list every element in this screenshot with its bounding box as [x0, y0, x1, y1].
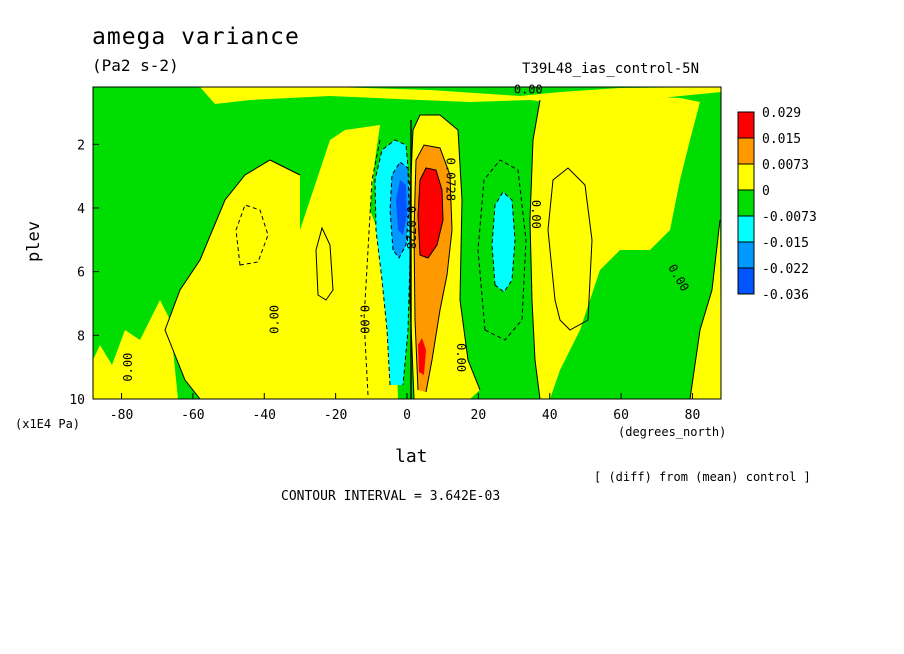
- contour-line-negative: [477, 159, 527, 341]
- fill-positive-north-subtropic: [530, 96, 700, 399]
- colorbar-label: 0.0073: [762, 158, 809, 173]
- chart-units: (Pa2 s-2): [92, 56, 179, 75]
- x-tick-label: -20: [324, 408, 347, 423]
- x-tick-label: -40: [253, 408, 276, 423]
- x-tick-label: 80: [685, 408, 701, 423]
- diff-note: [ (diff) from (mean) control ]: [594, 470, 811, 484]
- contour-line: [417, 167, 444, 259]
- contour-label: 0.00: [358, 305, 372, 334]
- colorbar-label: 0.029: [762, 106, 801, 121]
- contour-label: 0.00: [514, 83, 543, 97]
- contour-line: [315, 226, 334, 301]
- colorbar-label: -0.036: [762, 288, 809, 303]
- contour-line: [689, 219, 721, 399]
- fill-positive-high-deep: [418, 338, 426, 375]
- y-tick-label: 4: [77, 202, 85, 217]
- y-tick-label: 6: [77, 266, 85, 281]
- x-tick-label: 0: [403, 408, 411, 423]
- colorbar-swatch: [737, 241, 755, 269]
- fill-negative-mid-north: [492, 192, 515, 292]
- contour-line-negative: [491, 191, 516, 293]
- contour-label: 0.0728: [443, 158, 457, 201]
- colorbar-swatch: [737, 163, 755, 191]
- fill-positive-south-left: [93, 300, 178, 399]
- contour-line-negative: [363, 139, 381, 396]
- fill-positive-south-subtropic: [165, 125, 398, 399]
- contour-fills: [93, 87, 721, 399]
- fill-positive-high-core: [418, 168, 443, 258]
- colorbar-swatch: [737, 215, 755, 243]
- axes: -80 -60 -40 -20 0 20 40 60 80 2 4 6 8 10: [69, 138, 700, 423]
- y-axis-units: (x1E4 Pa): [15, 417, 81, 431]
- contour-interval: CONTOUR INTERVAL = 3.642E-03: [281, 489, 501, 504]
- chart-title: amega variance: [92, 24, 300, 50]
- contour-line: [547, 167, 593, 331]
- run-name: T39L48_ias_control-5N: [522, 61, 700, 77]
- contour-label: 0.00: [454, 343, 468, 372]
- contour-line-negative: [235, 204, 269, 266]
- x-axis-label: lat: [395, 446, 428, 467]
- contour-line: [413, 144, 453, 393]
- contour-labels: 0.000.000.00 0.000.000.000.000.0728-0.072…: [121, 83, 692, 382]
- colorbar-label: 0.015: [762, 132, 801, 147]
- y-tick-label: 10: [69, 393, 85, 408]
- x-tick-label: -60: [181, 408, 204, 423]
- contour-line: [529, 99, 541, 399]
- x-tick-label: 40: [542, 408, 558, 423]
- fill-positive-north-edge: [690, 220, 721, 399]
- contour-label: 0.00: [529, 200, 543, 229]
- contour-label: 0.00: [267, 305, 281, 334]
- contour-label: -0.0728: [404, 199, 418, 250]
- colorbar-swatch: [737, 111, 755, 139]
- colorbar-label: -0.0073: [762, 210, 817, 225]
- colorbar-label: 0: [762, 184, 770, 199]
- contour-line: [164, 159, 301, 399]
- colorbar-swatch: [737, 189, 755, 217]
- x-tick-label: 20: [471, 408, 487, 423]
- colorbar-swatch: [737, 267, 755, 295]
- negative-contour-lines: [235, 139, 527, 396]
- colorbar: 0.029 0.015 0.0073 0 -0.0073 -0.015 -0.022 -0.0…: [737, 106, 817, 303]
- colorbar-swatch: [737, 137, 755, 165]
- y-tick-label: 2: [77, 138, 85, 153]
- x-tick-label: 60: [613, 408, 629, 423]
- contour-line-negative: [389, 161, 410, 259]
- colorbar-label: -0.022: [762, 262, 809, 277]
- contour-label: 0.00: [121, 353, 135, 382]
- colorbar-label: -0.015: [762, 236, 809, 251]
- y-tick-label: 8: [77, 329, 85, 344]
- fill-negative-max-core: [396, 180, 407, 235]
- x-axis-units: (degrees_north): [618, 425, 727, 439]
- x-tick-label: -80: [110, 408, 133, 423]
